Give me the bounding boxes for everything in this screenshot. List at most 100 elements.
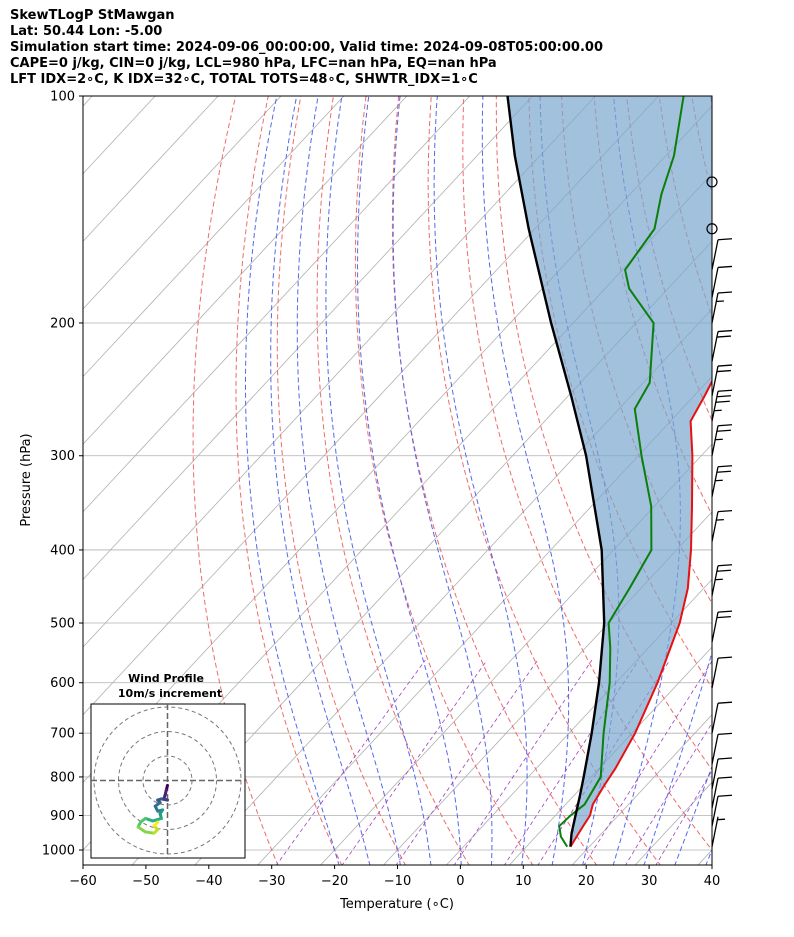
y-axis-label: Pressure (hPa) bbox=[19, 433, 34, 526]
barb-staff bbox=[711, 611, 719, 643]
wind-barb bbox=[711, 389, 733, 422]
dry-adiabat bbox=[790, 96, 794, 866]
barb-flag bbox=[717, 757, 733, 760]
wind-barb bbox=[711, 291, 733, 324]
wind-barb bbox=[711, 732, 733, 765]
x-tick-label: 0 bbox=[456, 874, 464, 889]
stability-indices-1: CAPE=0 j/kg, CIN=0 j/kg, LCL=980 hPa, LF… bbox=[10, 56, 497, 71]
barb-flag bbox=[717, 510, 733, 513]
barb-staff bbox=[711, 565, 719, 596]
moist-adiabat bbox=[296, 96, 401, 865]
hodograph-ring bbox=[118, 731, 217, 830]
wind-barb bbox=[711, 701, 733, 734]
moist-adiabat bbox=[325, 96, 432, 865]
barb-flag bbox=[716, 395, 731, 398]
x-tick-label: −30 bbox=[258, 874, 285, 889]
x-tick-label: 30 bbox=[641, 874, 658, 889]
y-tick-label: 500 bbox=[50, 617, 75, 632]
wind-barb bbox=[711, 794, 733, 827]
dry-adiabat bbox=[427, 96, 661, 865]
dewpoint-line bbox=[558, 96, 685, 848]
barb-staff bbox=[711, 425, 719, 456]
wind-barb bbox=[711, 656, 733, 689]
dry-adiabat bbox=[462, 96, 712, 851]
barb-flag bbox=[717, 329, 733, 333]
hodograph-inset: Wind Profile 10m/s increment bbox=[90, 672, 246, 859]
plot-area bbox=[83, 96, 794, 866]
isotherm--90 bbox=[83, 96, 596, 648]
isotherm--110 bbox=[83, 96, 471, 513]
calm-wind-barb bbox=[706, 176, 718, 188]
barb-flag bbox=[717, 291, 733, 294]
moist-adiabat bbox=[481, 96, 570, 865]
wind-barb bbox=[711, 564, 733, 596]
x-tick-label: 10 bbox=[515, 874, 532, 889]
wind-barb bbox=[711, 465, 733, 497]
mixing-ratio-2 bbox=[395, 659, 539, 865]
x-tick-label: 20 bbox=[578, 874, 595, 889]
mixing-ratio-1 bbox=[341, 659, 488, 865]
isotherm-20 bbox=[571, 714, 712, 865]
barb-staff bbox=[711, 239, 719, 270]
moist-adiabat bbox=[357, 96, 462, 865]
barb-flag bbox=[717, 465, 733, 468]
y-tick-label: 800 bbox=[50, 770, 75, 785]
barb-half-flag bbox=[714, 578, 723, 581]
dry-adiabat bbox=[316, 96, 470, 865]
barb-staff bbox=[711, 267, 719, 298]
barb-staff bbox=[711, 466, 719, 497]
barb-staff bbox=[711, 365, 719, 397]
x-tick-label: −40 bbox=[195, 874, 222, 889]
isotherm--10 bbox=[383, 511, 712, 865]
barb-flag bbox=[717, 776, 733, 779]
chart-title: SkewTLogP StMawgan bbox=[10, 8, 175, 23]
barb-flag bbox=[716, 429, 731, 432]
wind-barb bbox=[711, 510, 733, 542]
hodograph-title: Wind Profile bbox=[128, 672, 204, 685]
wind-barb bbox=[711, 329, 733, 362]
wind-barb bbox=[711, 265, 733, 298]
dry-adiabat bbox=[354, 96, 534, 865]
barb-staff bbox=[711, 391, 719, 422]
parcel-shading bbox=[507, 96, 712, 847]
wind-barb bbox=[711, 424, 733, 456]
barb-flag bbox=[717, 732, 733, 736]
barb-staff bbox=[711, 511, 719, 542]
isotherm--100 bbox=[83, 96, 533, 581]
mixing-ratio-4 bbox=[453, 659, 593, 865]
barb-flag bbox=[717, 564, 733, 567]
barb-flag bbox=[717, 794, 733, 797]
stability-indices-2: LFT IDX=2∘C, K IDX=32∘C, TOTAL TOTS=48∘C… bbox=[10, 72, 478, 87]
barb-half-flag bbox=[714, 479, 723, 482]
x-tick-label: −20 bbox=[321, 874, 348, 889]
x-tick-label: −10 bbox=[384, 874, 411, 889]
barb-flag bbox=[716, 569, 731, 572]
barb-flag bbox=[717, 424, 733, 427]
wind-barb bbox=[711, 238, 733, 270]
barb-staff bbox=[711, 331, 719, 362]
barb-staff bbox=[711, 796, 719, 827]
x-axis-label: Temperature (∘C) bbox=[339, 897, 454, 912]
dry-adiabat bbox=[276, 96, 406, 865]
barb-flag bbox=[716, 335, 731, 338]
isotherm--50 bbox=[131, 240, 712, 865]
isotherm--170 bbox=[83, 96, 93, 107]
moist-adiabat bbox=[643, 96, 712, 865]
barb-staff bbox=[711, 778, 719, 809]
barb-flag bbox=[716, 369, 731, 373]
y-tick-label: 300 bbox=[50, 449, 75, 464]
barb-staff bbox=[711, 734, 719, 765]
station-location: Lat: 50.44 Lon: -5.00 bbox=[10, 24, 163, 39]
mixing-ratio-32 bbox=[655, 769, 712, 865]
y-tick-label: 700 bbox=[50, 727, 75, 742]
y-tick-label: 600 bbox=[50, 676, 75, 691]
cin-area bbox=[507, 96, 712, 847]
barb-staff bbox=[711, 658, 719, 689]
barb-flag bbox=[717, 364, 733, 367]
barb-half-flag bbox=[715, 300, 724, 303]
barb-flag bbox=[717, 701, 733, 704]
barb-staff bbox=[711, 758, 719, 790]
barb-flag bbox=[716, 470, 731, 473]
mixing-ratio-24 bbox=[625, 722, 712, 865]
